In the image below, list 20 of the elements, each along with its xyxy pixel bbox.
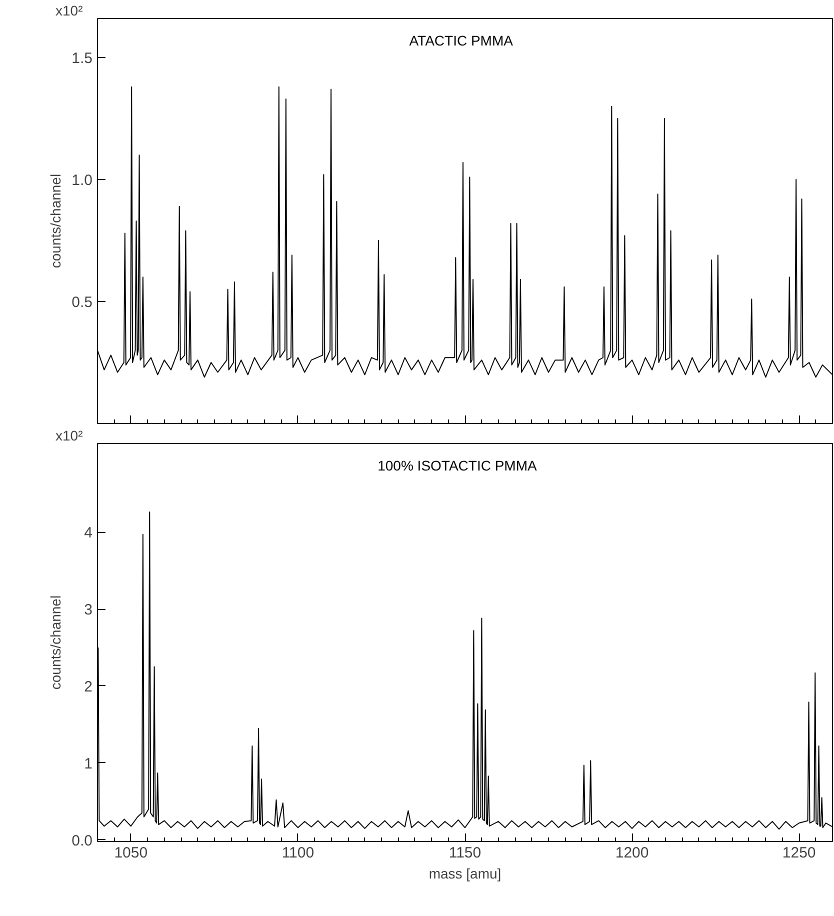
y-tick-label: 1 <box>84 755 92 772</box>
y-tick-label: 0.0 <box>72 832 93 850</box>
x-tick-label: 1150 <box>448 844 482 862</box>
y-tick-label: 4 <box>84 524 92 542</box>
y-axis-title: counts/channel <box>48 174 64 268</box>
y-tick-label: 2 <box>84 678 92 696</box>
text: x10² <box>56 428 84 444</box>
y-tick-label: 3 <box>84 602 92 619</box>
text: ATACTIC PMMA <box>409 32 514 48</box>
y-tick-label: 1.5 <box>72 50 93 68</box>
y-tick-label: 1.0 <box>72 172 93 190</box>
x-tick-label: 1250 <box>782 844 816 862</box>
x-tick-label: 1200 <box>615 844 649 862</box>
text: 100% ISOTACTIC PMMA <box>378 458 538 474</box>
y-tick-label: 0.5 <box>72 294 93 312</box>
text: x10² <box>56 2 84 18</box>
x-tick-label: 1050 <box>114 844 148 862</box>
x-axis-title: mass [amu] <box>428 866 502 882</box>
y-axis-title: counts/channel <box>48 595 64 690</box>
x-tick-label: 1100 <box>282 844 314 862</box>
